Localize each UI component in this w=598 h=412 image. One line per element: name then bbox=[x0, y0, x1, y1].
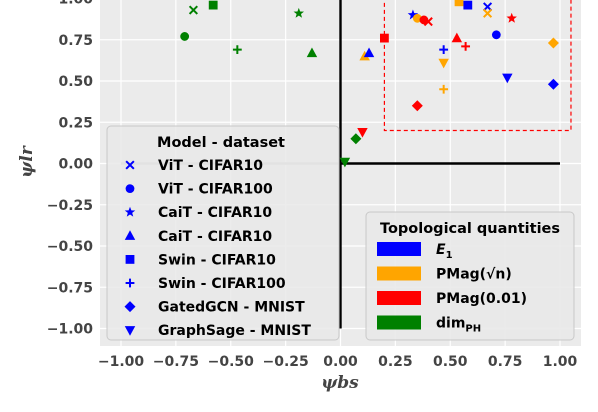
legend-model-marker-0 bbox=[125, 160, 135, 170]
point-24 bbox=[483, 2, 493, 12]
y-tick-3: 0.25 bbox=[58, 115, 93, 131]
point-8 bbox=[357, 128, 368, 138]
point-27 bbox=[502, 73, 513, 84]
highlight-box bbox=[383, 0, 572, 132]
data-points bbox=[180, 0, 559, 168]
legend-model-label-3: CaiT - CIFAR10 bbox=[158, 229, 272, 245]
point-1 bbox=[180, 32, 190, 41]
legend-models-entries: ViT - CIFAR10 ViT - CIFAR100 CaiT - CIFAR1… bbox=[124, 158, 311, 339]
legend-topo-swatch-3 bbox=[377, 315, 421, 330]
y-tick-4: 0.00 bbox=[58, 157, 93, 173]
legend-model-label-4: Swin - CIFAR10 bbox=[158, 252, 276, 268]
point-11 bbox=[380, 33, 389, 43]
legend-topo: Topological quantities E1 PMag(√n) PMag(0.… bbox=[365, 211, 575, 341]
y-axis-label: ψlr bbox=[17, 145, 37, 177]
x-tick-2: −0.50 bbox=[208, 354, 255, 370]
legend-model-marker-5 bbox=[125, 278, 135, 288]
legend-topo-swatch-2 bbox=[377, 291, 421, 305]
point-10 bbox=[363, 47, 375, 58]
legend-model-marker-6 bbox=[124, 301, 136, 313]
point-12 bbox=[407, 9, 419, 20]
legend-topo-swatch-0 bbox=[377, 242, 421, 256]
legend-topo-label-2: PMag(0.01) bbox=[436, 291, 527, 307]
legend-model-marker-7 bbox=[124, 326, 136, 336]
y-tick-7: −0.75 bbox=[47, 280, 93, 296]
x-tick-5: 0.25 bbox=[378, 354, 413, 370]
y-tick-0: 1.00 bbox=[58, 0, 93, 8]
legend-topo-label-1: PMag(√n) bbox=[436, 267, 512, 283]
point-2 bbox=[208, 0, 218, 10]
point-30 bbox=[547, 78, 559, 90]
y-tick-labels: 1.00 0.75 0.50 0.25 0.00 −0.25 −0.50 −0.75 −1.00 bbox=[47, 0, 94, 338]
point-23 bbox=[461, 41, 471, 51]
point-5 bbox=[306, 47, 318, 58]
point-19 bbox=[439, 84, 449, 94]
x-tick-7: 0.75 bbox=[488, 354, 523, 370]
point-4 bbox=[293, 7, 305, 18]
x-axis-label: ψbs bbox=[321, 373, 359, 393]
legend-model-label-5: Swin - CIFAR100 bbox=[158, 276, 286, 292]
x-tick-labels: −1.00 −0.75 −0.50 −0.25 0.00 0.25 0.50 0.75 1.00 bbox=[98, 354, 578, 370]
x-tick-0: −1.00 bbox=[98, 354, 145, 370]
legend-topo-label-0: E1 bbox=[436, 242, 453, 261]
legend-model-marker-2 bbox=[124, 206, 136, 217]
x-tick-1: −0.75 bbox=[153, 354, 199, 370]
point-26 bbox=[491, 30, 501, 40]
point-0 bbox=[188, 5, 198, 15]
legend-model-label-6: GatedGCN - MNIST bbox=[158, 300, 305, 316]
point-25 bbox=[483, 8, 493, 18]
x-tick-6: 0.50 bbox=[433, 354, 468, 370]
point-20 bbox=[451, 32, 463, 43]
legend-model-label-1: ViT - CIFAR100 bbox=[158, 182, 273, 198]
point-28 bbox=[506, 12, 517, 23]
legend-models-frame bbox=[106, 125, 340, 341]
legend-model-label-7: GraphSage - MNIST bbox=[158, 323, 311, 339]
point-18 bbox=[438, 58, 449, 69]
y-tick-2: 0.50 bbox=[58, 74, 93, 90]
legend-topo-swatch-1 bbox=[377, 266, 421, 281]
legend-topo-title: Topological quantities bbox=[380, 221, 560, 237]
y-tick-8: −1.00 bbox=[47, 322, 94, 338]
point-15 bbox=[423, 17, 433, 27]
point-17 bbox=[439, 45, 449, 55]
point-16 bbox=[411, 100, 423, 112]
point-21 bbox=[454, 0, 464, 7]
legend-model-marker-1 bbox=[125, 184, 135, 194]
legend-model-label-2: CaiT - CIFAR10 bbox=[158, 205, 272, 221]
x-tick-8: 1.00 bbox=[543, 354, 578, 370]
y-tick-5: −0.25 bbox=[47, 198, 93, 214]
point-6 bbox=[350, 133, 362, 145]
point-14 bbox=[419, 15, 429, 25]
y-tick-6: −0.50 bbox=[47, 239, 94, 255]
x-tick-3: −0.25 bbox=[262, 354, 308, 370]
point-13 bbox=[412, 13, 422, 23]
legend-topo-label-3: dimPH bbox=[436, 316, 481, 335]
y-tick-1: 0.75 bbox=[58, 33, 93, 49]
legend-model-label-0: ViT - CIFAR10 bbox=[158, 158, 263, 174]
x-tick-4: 0.00 bbox=[323, 354, 358, 370]
point-7 bbox=[339, 157, 351, 168]
point-3 bbox=[232, 45, 242, 55]
legend-model-marker-3 bbox=[124, 230, 136, 240]
legend-models-title: Model - dataset bbox=[157, 135, 285, 151]
point-22 bbox=[463, 0, 473, 10]
point-29 bbox=[547, 37, 559, 49]
legend-topo-entries: E1 PMag(√n) PMag(0.01) dimPH bbox=[377, 242, 527, 335]
legend-model-marker-4 bbox=[125, 255, 135, 264]
